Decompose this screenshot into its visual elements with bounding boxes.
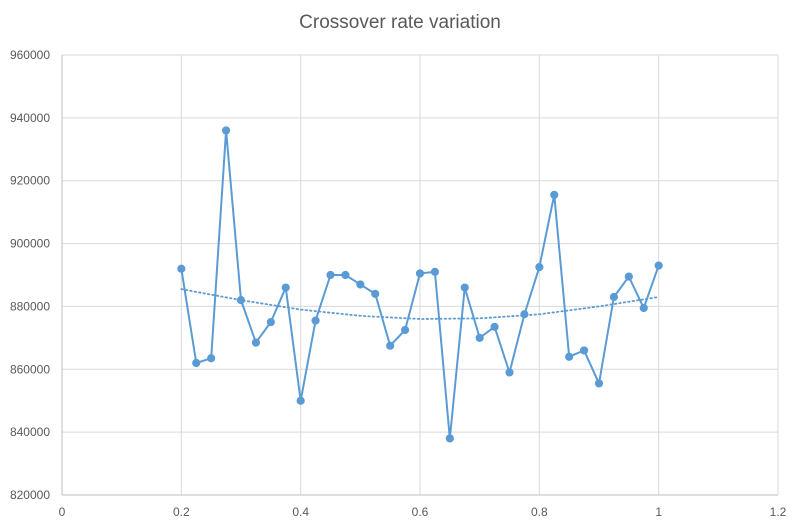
data-point bbox=[415, 269, 425, 278]
x-tick-label: 0.2 bbox=[173, 505, 190, 519]
y-tick-label: 840000 bbox=[10, 425, 50, 439]
data-point bbox=[430, 267, 440, 276]
x-tick-label: 0.6 bbox=[412, 505, 429, 519]
x-tick-label: 0 bbox=[59, 505, 66, 519]
data-point bbox=[654, 261, 663, 270]
data-point bbox=[371, 289, 380, 298]
y-tick-label: 900000 bbox=[10, 237, 50, 251]
x-tick-label: 1 bbox=[655, 505, 662, 519]
tick-labels: 820000 840000 860000 880000 900000 920000 9400… bbox=[10, 48, 787, 519]
y-tick-label: 940000 bbox=[10, 111, 50, 125]
data-point bbox=[520, 310, 529, 319]
data-point bbox=[177, 264, 186, 273]
data-point bbox=[565, 352, 574, 361]
data-point bbox=[624, 272, 633, 281]
x-tick-label: 0.4 bbox=[292, 505, 309, 519]
trendline-layer bbox=[180, 288, 660, 320]
axes bbox=[61, 55, 778, 496]
data-point bbox=[400, 325, 410, 335]
y-tick-label: 960000 bbox=[10, 48, 50, 62]
y-tick-label: 880000 bbox=[10, 299, 50, 313]
x-tick-label: 1.2 bbox=[770, 505, 787, 519]
data-point bbox=[356, 280, 365, 289]
data-point bbox=[251, 338, 261, 347]
data-point bbox=[609, 292, 619, 302]
data-point bbox=[207, 354, 216, 363]
data-point bbox=[192, 358, 201, 368]
chart-title: Crossover rate variation bbox=[299, 12, 501, 33]
y-tick-label: 820000 bbox=[10, 488, 50, 502]
data-point bbox=[281, 283, 290, 292]
data-point bbox=[341, 270, 350, 280]
data-point bbox=[236, 296, 246, 305]
data-point bbox=[535, 263, 544, 272]
data-point bbox=[579, 346, 589, 355]
data-point bbox=[639, 303, 648, 313]
data-point bbox=[266, 318, 275, 327]
x-tick-label: 0.8 bbox=[531, 505, 548, 519]
y-tick-label: 920000 bbox=[10, 174, 50, 188]
data-point bbox=[386, 341, 395, 350]
data-point bbox=[505, 368, 514, 377]
data-point bbox=[460, 283, 469, 292]
data-point bbox=[311, 316, 320, 325]
series-layer bbox=[177, 126, 663, 443]
trendline bbox=[180, 288, 660, 320]
data-point bbox=[490, 322, 499, 331]
data-point bbox=[296, 396, 305, 405]
data-point bbox=[550, 190, 559, 199]
data-point bbox=[475, 333, 484, 342]
gridlines bbox=[62, 54, 779, 495]
data-point bbox=[221, 126, 231, 135]
data-point bbox=[445, 434, 454, 443]
y-tick-label: 860000 bbox=[10, 362, 50, 376]
data-point bbox=[326, 270, 335, 280]
data-point bbox=[594, 379, 604, 388]
